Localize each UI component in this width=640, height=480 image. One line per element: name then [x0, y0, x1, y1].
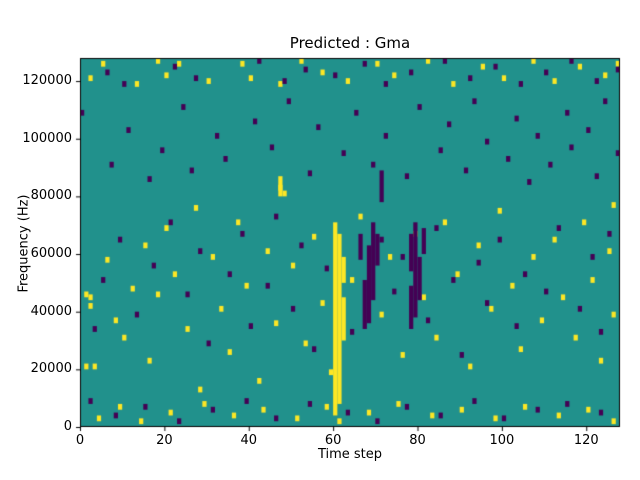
x-axis-label: Time step [317, 447, 383, 462]
x-tick-label: 100 [489, 433, 515, 448]
y-tick-label: 40000 [30, 303, 72, 319]
x-tick-label: 0 [75, 433, 85, 448]
y-tick-label: 100000 [22, 130, 72, 146]
x-tick-label: 20 [156, 433, 173, 448]
y-tick-label: 120000 [22, 73, 72, 89]
x-tick-label: 60 [324, 433, 342, 448]
y-tick-label: 0 [63, 419, 72, 434]
y-tick-label: 80000 [30, 188, 72, 204]
x-tick-label: 80 [409, 433, 426, 448]
y-tick-label: 60000 [30, 246, 72, 262]
y-axis-label: Frequency (Hz) [16, 194, 32, 293]
y-tick-label: 20000 [30, 361, 72, 377]
x-tick-label: 40 [240, 433, 258, 448]
x-tick-label: 120 [573, 433, 599, 448]
